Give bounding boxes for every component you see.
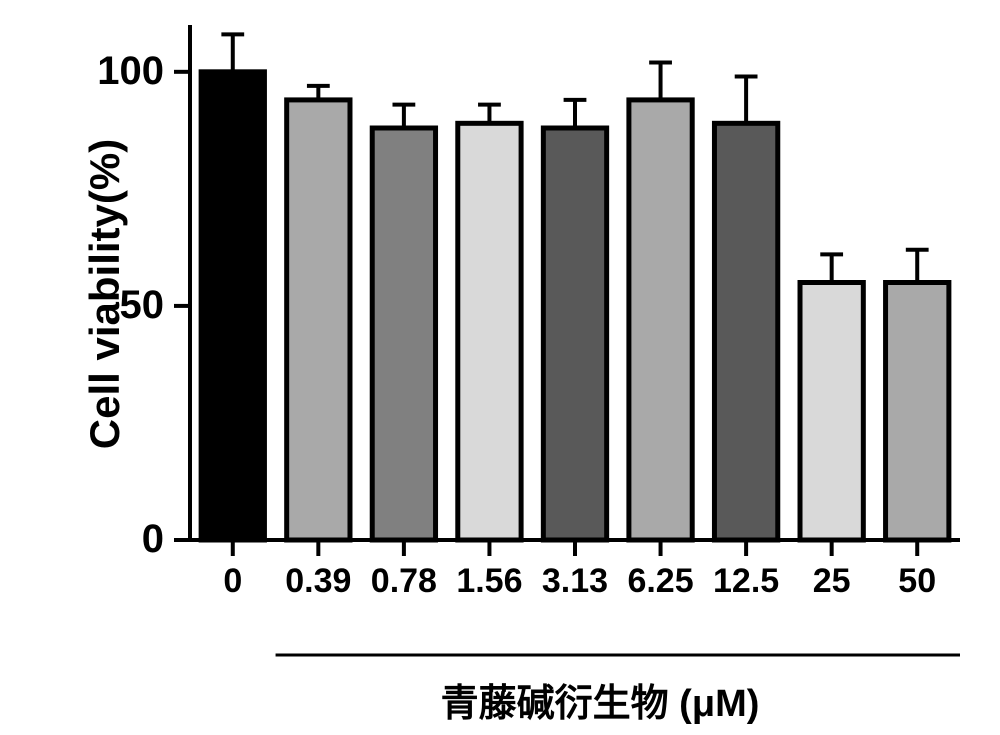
bar bbox=[372, 128, 435, 540]
y-tick-label: 100 bbox=[97, 49, 164, 94]
x-tick-label: 0 bbox=[190, 562, 276, 601]
bar bbox=[543, 128, 606, 540]
x-tick-label: 3.13 bbox=[532, 562, 618, 601]
bar bbox=[201, 72, 264, 540]
y-tick-label: 50 bbox=[120, 283, 165, 328]
bar bbox=[714, 123, 777, 540]
x-tick-label: 12.5 bbox=[703, 562, 789, 601]
bar bbox=[458, 123, 521, 540]
x-tick-label: 1.56 bbox=[447, 562, 533, 601]
bar bbox=[629, 100, 692, 540]
y-tick-label: 0 bbox=[142, 517, 164, 562]
x-tick-label: 6.25 bbox=[618, 562, 704, 601]
x-tick-label: 0.39 bbox=[276, 562, 362, 601]
x-tick-label: 0.78 bbox=[361, 562, 447, 601]
x-tick-label: 25 bbox=[789, 562, 875, 601]
bar bbox=[287, 100, 350, 540]
x-tick-label: 50 bbox=[874, 562, 960, 601]
chart-container: Cell viability(%) 青藤碱衍生物 (μM) 05010000.3… bbox=[0, 0, 1000, 735]
bar bbox=[886, 283, 949, 541]
chart-svg bbox=[0, 0, 1000, 735]
bar bbox=[800, 283, 863, 541]
